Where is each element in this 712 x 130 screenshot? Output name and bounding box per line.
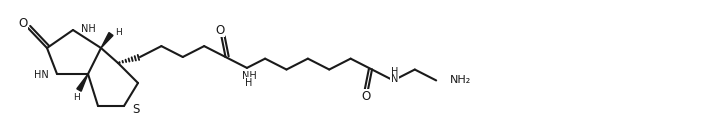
Polygon shape bbox=[101, 32, 113, 48]
Text: NH: NH bbox=[81, 24, 95, 34]
Text: H: H bbox=[245, 78, 253, 88]
Text: O: O bbox=[215, 24, 224, 37]
Text: N: N bbox=[391, 74, 398, 84]
Text: H: H bbox=[391, 67, 398, 77]
Polygon shape bbox=[77, 74, 88, 91]
Text: HN: HN bbox=[34, 70, 49, 80]
Text: S: S bbox=[132, 102, 140, 115]
Text: H: H bbox=[73, 93, 79, 102]
Text: O: O bbox=[19, 17, 28, 30]
Text: NH₂: NH₂ bbox=[450, 75, 471, 85]
Text: NH: NH bbox=[241, 71, 256, 81]
Text: H: H bbox=[115, 28, 122, 37]
Text: O: O bbox=[362, 90, 371, 103]
